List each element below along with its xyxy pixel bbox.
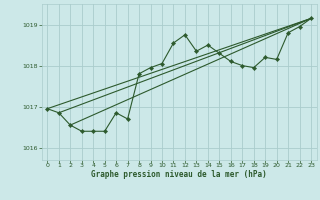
X-axis label: Graphe pression niveau de la mer (hPa): Graphe pression niveau de la mer (hPa) [91,170,267,179]
